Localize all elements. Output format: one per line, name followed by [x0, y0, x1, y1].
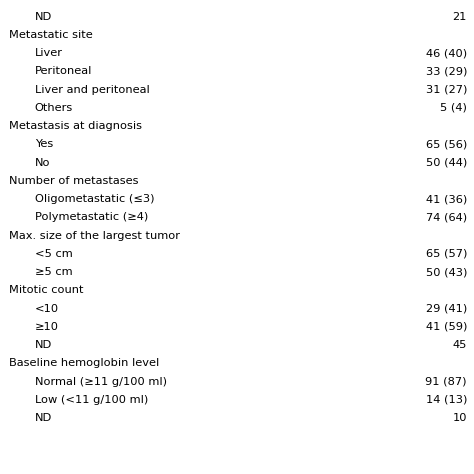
- Text: 65 (57): 65 (57): [426, 249, 467, 259]
- Text: 41 (59): 41 (59): [426, 322, 467, 332]
- Text: ND: ND: [35, 11, 52, 22]
- Text: 50 (43): 50 (43): [426, 267, 467, 277]
- Text: Metastasis at diagnosis: Metastasis at diagnosis: [9, 121, 142, 131]
- Text: Max. size of the largest tumor: Max. size of the largest tumor: [9, 230, 180, 241]
- Text: 74 (64): 74 (64): [426, 212, 467, 222]
- Text: Number of metastases: Number of metastases: [9, 176, 138, 186]
- Text: Baseline hemoglobin level: Baseline hemoglobin level: [9, 358, 159, 368]
- Text: No: No: [35, 157, 50, 168]
- Text: 65 (56): 65 (56): [426, 139, 467, 149]
- Text: 21: 21: [453, 11, 467, 22]
- Text: ND: ND: [35, 413, 52, 423]
- Text: 46 (40): 46 (40): [426, 48, 467, 58]
- Text: 50 (44): 50 (44): [426, 157, 467, 168]
- Text: 10: 10: [452, 413, 467, 423]
- Text: 41 (36): 41 (36): [426, 194, 467, 204]
- Text: Liver and peritoneal: Liver and peritoneal: [35, 84, 149, 95]
- Text: Others: Others: [35, 103, 73, 113]
- Text: Normal (≥11 g/100 ml): Normal (≥11 g/100 ml): [35, 376, 166, 387]
- Text: 91 (87): 91 (87): [425, 376, 467, 387]
- Text: Polymetastatic (≥4): Polymetastatic (≥4): [35, 212, 148, 222]
- Text: Liver: Liver: [35, 48, 63, 58]
- Text: Metastatic site: Metastatic site: [9, 30, 92, 40]
- Text: Mitotic count: Mitotic count: [9, 285, 83, 295]
- Text: Peritoneal: Peritoneal: [35, 66, 92, 76]
- Text: <10: <10: [35, 303, 59, 314]
- Text: Low (<11 g/100 ml): Low (<11 g/100 ml): [35, 395, 148, 405]
- Text: 31 (27): 31 (27): [426, 84, 467, 95]
- Text: 5 (4): 5 (4): [440, 103, 467, 113]
- Text: 33 (29): 33 (29): [426, 66, 467, 76]
- Text: 14 (13): 14 (13): [426, 395, 467, 405]
- Text: Yes: Yes: [35, 139, 53, 149]
- Text: 29 (41): 29 (41): [426, 303, 467, 314]
- Text: 45: 45: [453, 340, 467, 350]
- Text: <5 cm: <5 cm: [35, 249, 73, 259]
- Text: ≥10: ≥10: [35, 322, 59, 332]
- Text: ND: ND: [35, 340, 52, 350]
- Text: Oligometastatic (≤3): Oligometastatic (≤3): [35, 194, 154, 204]
- Text: ≥5 cm: ≥5 cm: [35, 267, 72, 277]
